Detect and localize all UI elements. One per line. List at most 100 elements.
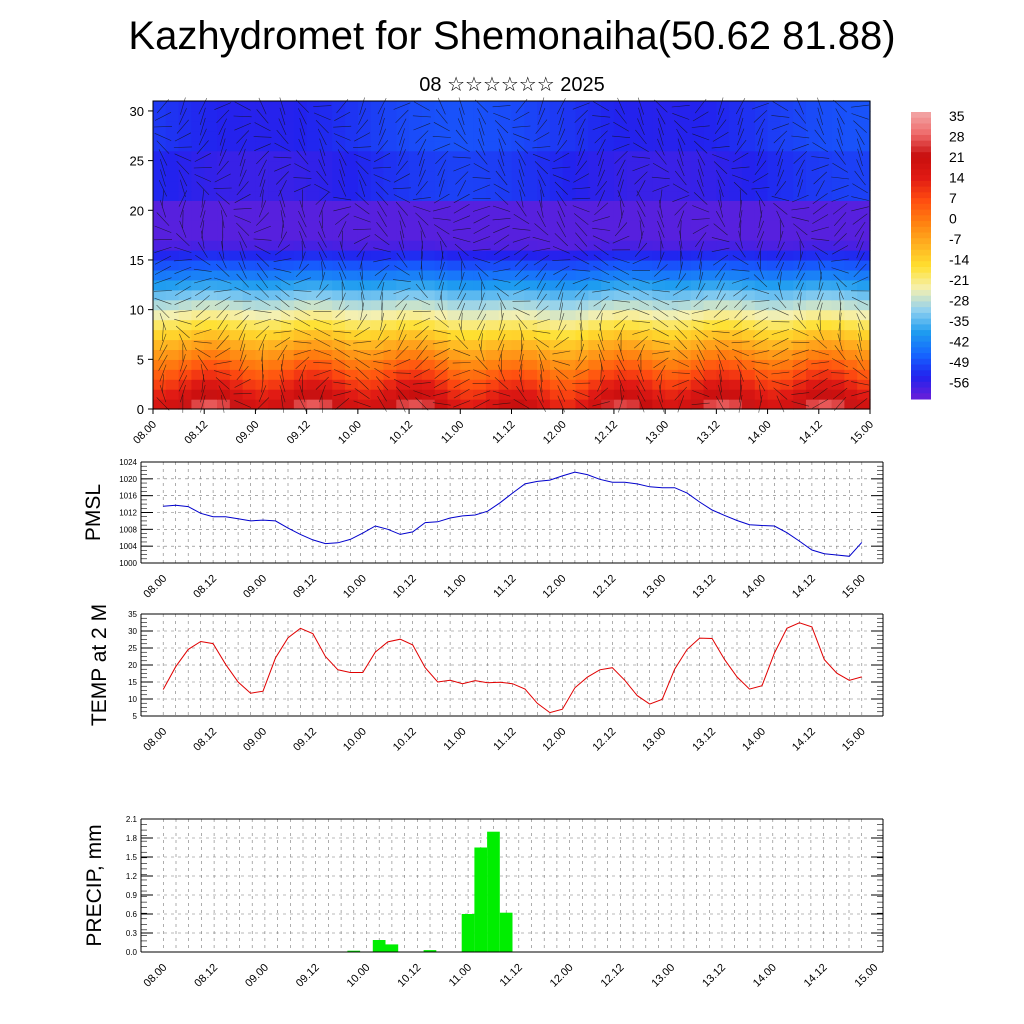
heatmap-cell: [357, 250, 372, 261]
heatmap-cell: [460, 180, 474, 192]
heatmap-cell: [434, 349, 449, 360]
wind-barb: [553, 336, 569, 348]
wind-barb: [333, 125, 352, 128]
heatmap-cell: [549, 399, 564, 410]
heatmap-cell: [473, 379, 487, 390]
wind-barb: [239, 241, 246, 259]
heatmap-cell: [217, 120, 231, 132]
heatmap-cell: [716, 399, 730, 410]
wind-barb: [355, 366, 369, 380]
wind-barb: [652, 184, 670, 192]
wind-barb: [555, 190, 567, 207]
wind-barb: [393, 173, 411, 183]
heatmap-cell: [473, 349, 487, 360]
heatmap-cell: [665, 359, 679, 370]
heatmap-cell: [626, 369, 641, 380]
heatmap-cell: [332, 259, 346, 271]
wind-barb: [238, 323, 247, 341]
wind-barb: [652, 277, 670, 284]
heatmap-cell: [537, 319, 551, 331]
heatmap-cell: [306, 329, 321, 341]
heatmap-cell: [562, 140, 577, 152]
colorbar-segment: [911, 295, 931, 302]
wind-barb: [314, 183, 331, 193]
heatmap-cell: [524, 329, 538, 341]
heatmap-cell: [421, 130, 436, 142]
wind-barb: [492, 105, 511, 108]
wind-barb: [538, 179, 545, 197]
wind-barb: [817, 302, 823, 321]
heatmap-cell: [677, 240, 692, 251]
heatmap-xtick-label: 15.00: [848, 419, 876, 447]
wind-barb: [493, 183, 510, 193]
heatmap-cell: [703, 210, 717, 221]
heatmap-cell: [268, 160, 282, 172]
wind-barb: [277, 344, 288, 361]
wind-barb: [711, 146, 730, 149]
wind-barb: [852, 398, 868, 410]
heatmap-cell: [153, 110, 167, 122]
wind-barb: [831, 195, 849, 202]
heatmap-cell: [767, 160, 781, 172]
colorbar-segment: [911, 358, 931, 366]
heatmap-cell: [626, 190, 641, 201]
wind-barb: [214, 347, 231, 358]
wind-barb: [776, 210, 785, 228]
heatmap-cell: [396, 220, 410, 231]
heatmap-cell: [268, 319, 282, 331]
wind-barb: [771, 123, 789, 130]
wind-barb: [753, 110, 768, 123]
wind-barb: [818, 261, 822, 280]
wind-barb: [415, 181, 428, 196]
colorbar-segment: [911, 169, 931, 176]
wind-barb: [552, 246, 570, 254]
wind-barb: [318, 200, 326, 218]
heatmap-cell: [831, 369, 845, 380]
wind-barb: [772, 307, 789, 316]
wind-barb: [853, 263, 867, 278]
heatmap-cell: [485, 359, 500, 370]
heatmap-cell: [716, 339, 730, 350]
wind-barb: [637, 118, 645, 136]
wind-barb: [674, 120, 688, 134]
wind-barb: [812, 387, 828, 400]
heatmap-cell: [447, 389, 461, 400]
wind-barb: [174, 153, 192, 162]
heatmap-cell: [613, 379, 628, 390]
heatmap-cell: [204, 220, 218, 231]
wind-barb: [753, 274, 768, 288]
heatmap-cell: [652, 120, 666, 132]
heatmap-cell: [601, 170, 615, 182]
heatmap-cell: [818, 329, 833, 341]
wind-barb: [733, 181, 748, 195]
heatmap-cell: [498, 329, 513, 341]
wind-barb: [397, 303, 407, 320]
heatmap-cell: [831, 220, 845, 231]
heatmap-cell: [665, 160, 679, 172]
heatmap-cell: [537, 349, 551, 360]
wind-barb: [832, 387, 848, 400]
wind-barb: [593, 295, 609, 307]
heatmap-cell: [652, 389, 666, 400]
heatmap-cell: [818, 180, 833, 192]
wind-barb: [732, 348, 750, 357]
heatmap-cell: [229, 210, 244, 221]
wind-barb: [714, 119, 727, 134]
wind-barb: [359, 251, 365, 269]
heatmap-cell: [831, 160, 845, 172]
heatmap-cell: [396, 369, 410, 380]
heatmap-cell: [383, 289, 397, 301]
xtick-label: 10.12: [391, 573, 419, 601]
heatmap-cell: [357, 269, 372, 281]
heatmap-cell: [447, 200, 461, 211]
heatmap-cell: [460, 240, 474, 251]
heatmap-cell: [844, 150, 858, 162]
wind-barb: [771, 196, 790, 202]
wind-barb: [754, 160, 767, 175]
wind-barb: [658, 384, 663, 403]
ytick-label: 1012: [119, 509, 137, 518]
heatmap-cell: [511, 130, 525, 142]
heatmap-cell: [165, 319, 180, 331]
heatmap-cell: [229, 309, 244, 321]
heatmap-cell: [383, 120, 397, 132]
